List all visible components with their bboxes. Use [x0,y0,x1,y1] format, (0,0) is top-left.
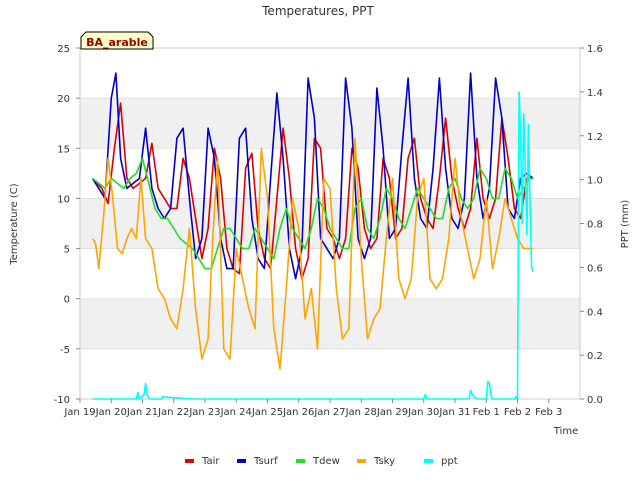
x-tick-label: Feb 2 [504,407,531,418]
series-line-tsurf [91,72,534,280]
x-tick-label: Jan 29 [376,407,408,418]
y2-tick-label: 1.0 [587,176,603,187]
y-axis-ticks: -10 -5 0 5 10 15 20 25 [54,44,80,406]
series-line-ppt [92,91,534,400]
y-tick-label: 5 [64,245,70,256]
y-tick-label: 10 [57,194,70,205]
y2-axis-label: PPT (mm) [620,200,631,249]
y2-tick-label: 1.2 [587,132,603,143]
x-tick-label: Jan 20 [95,407,127,418]
x-tick-label: Jan 28 [345,407,377,418]
x-tick-label: Jan 30 [407,407,439,418]
y2-tick-label: 0.8 [587,220,603,231]
x-tick-label: Jan 19 [63,407,95,418]
chart-title: Temperatures, PPT [261,4,374,18]
station-label-box: BA_arable [80,31,154,50]
legend-swatch-tsurf [237,459,246,463]
x-tick-label: Jan 23 [188,407,220,418]
legend-label-ppt: ppt [441,456,458,467]
y-axis-label: Temperature (C) [9,183,20,265]
y-tick-label: 20 [57,94,70,105]
y-tick-label: -10 [54,395,70,406]
x-tick-label: Jan 24 [220,407,252,418]
x-tick-label: Jan 27 [313,407,345,418]
y-tick-label: -5 [60,345,70,356]
legend: Tair Tsurf Tdew Tsky ppt [185,456,458,467]
x-tick-label: Jan 26 [282,407,314,418]
y2-tick-label: 0.0 [587,395,603,406]
grid-band [80,198,580,249]
x-tick-label: Feb 1 [473,407,500,418]
x-tick-label: Jan 22 [157,407,189,418]
x-axis-ticks: Jan 19 Jan 20 Jan 21 Jan 22 Jan 23 Jan 24 Jan … [63,399,562,418]
y2-tick-label: 0.4 [587,307,603,318]
series-lines [91,72,534,400]
series-line-tsky [91,137,534,370]
y2-tick-label: 0.6 [587,263,603,274]
legend-swatch-ppt [424,459,433,463]
grid-bands [80,47,580,400]
y-tick-label: 15 [57,144,70,155]
x-tick-label: Feb 3 [535,407,562,418]
x-axis-label: Time [553,426,578,437]
grid-band [80,298,580,349]
y2-tick-label: 1.6 [587,44,603,55]
x-tick-label: Jan 31 [438,407,470,418]
grid-band [80,98,580,149]
y2-tick-label: 0.2 [587,351,603,362]
legend-swatch-tair [185,459,194,463]
legend-label-tdew: Tdew [312,456,340,467]
legend-swatch-tsky [357,459,366,463]
legend-label-tsky: Tsky [373,456,395,467]
legend-swatch-tdew [296,459,305,463]
series-line-tdew [92,157,534,270]
station-label: BA_arable [86,36,148,49]
y2-tick-label: 1.4 [587,88,603,99]
x-tick-label: Jan 21 [126,407,158,418]
y2-axis-ticks: 0.0 0.2 0.4 0.6 0.8 1.0 1.2 1.4 1.6 [580,44,603,406]
legend-label-tair: Tair [201,456,220,467]
y-tick-label: 0 [64,295,70,306]
y-tick-label: 25 [57,44,70,55]
x-tick-label: Jan 25 [251,407,283,418]
legend-label-tsurf: Tsurf [253,456,278,467]
